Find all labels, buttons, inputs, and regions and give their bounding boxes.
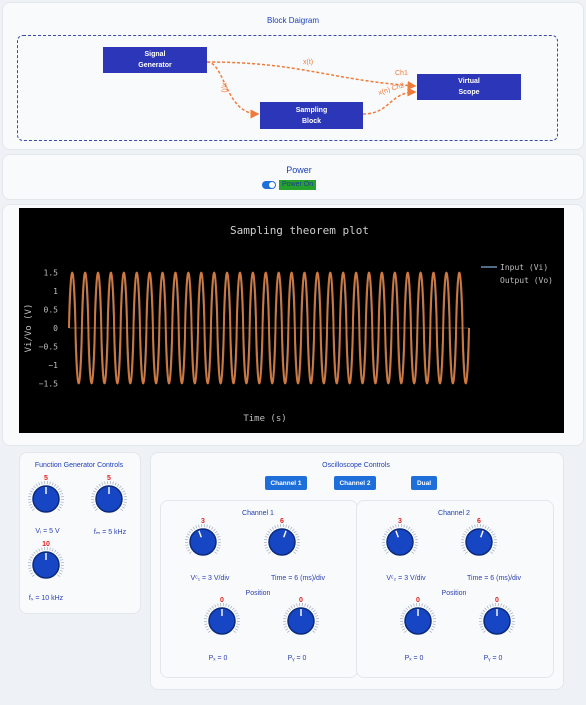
dual-button[interactable]: Dual [411,476,437,490]
edge-label-xt-vertical: x(t) [220,82,228,93]
oscilloscope-title: Oscilloscope Controls [322,462,390,469]
channel1-panel [160,500,358,678]
ch1-py-label: Pᵧ = 0 [287,655,307,662]
edge-label-xt: x(t) [303,59,314,66]
vi-label: Vᵢ = 5 V [35,528,60,535]
y-tick-label: −0.5 [39,342,58,351]
channel1-position-title: Position [245,590,271,597]
signal-generator-line1: Signal [144,51,166,58]
fm-label: fₘ = 5 kHz [93,529,127,536]
sampling-block[interactable]: Sampling Block [260,102,363,129]
ch2-volt-knob[interactable]: 3 [380,518,420,561]
ch1-px-knob-value: 0 [220,597,224,604]
virtual-scope-line1: Virtual [458,78,480,85]
channel2-title: Channel 2 [438,510,470,517]
ch2-volt-label: Vᶜ₂ = 3 V/div [386,575,426,582]
sampling-block-line2: Block [301,117,322,125]
ch2-time-label: Time = 6 (ms)/div [467,575,521,582]
ch2-px-label: Pₓ = 0 [404,655,424,662]
channel2-panel [356,500,554,678]
fs-label: fₛ = 10 kHz [28,595,64,602]
edge-generator-to-scope [206,61,417,90]
ch1-volt-label: Vᶜ₁ = 3 V/div [190,575,230,582]
power-toggle-knob [269,182,275,188]
y-tick-label: 1 [53,287,58,296]
channel1-button[interactable]: Channel 1 [265,476,307,490]
ch2-px-knob-value: 0 [416,597,420,604]
legend-entry-1: Output (Vo) [500,276,553,285]
fm-knob[interactable]: 5 [89,475,129,518]
block-diagram-connections [206,61,417,119]
channel2-position-title: Position [441,590,467,597]
ch2-px-knob[interactable]: 0 [398,597,438,640]
ch2-time-knob[interactable]: 6 [459,518,499,561]
function-generator-title: Function Generator Controls [34,462,124,469]
virtual-scope-block[interactable]: Virtual Scope [417,74,521,100]
block-diagram-title: Block Daigram [266,16,319,25]
fm-knob-value: 5 [107,475,111,482]
channel1-title: Channel 1 [242,510,274,517]
vi-knob-value: 5 [44,475,48,482]
ch2-volt-knob-value: 3 [398,518,402,525]
ch2-py-knob[interactable]: 0 [477,597,517,640]
power-title: Power [286,165,312,175]
power-toggle-label: Power On [279,180,317,190]
edge-generator-to-sampling [206,61,260,119]
ch2-py-label: Pᵧ = 0 [483,655,503,662]
plot-xlabel: Time (s) [243,414,286,424]
ch1-px-label: Pₓ = 0 [208,655,228,662]
series-output-line [68,271,470,385]
ch1-py-knob-value: 0 [299,597,303,604]
ch1-volt-knob-value: 3 [201,518,205,525]
signal-generator-block[interactable]: Signal Generator [103,47,207,73]
power-toggle[interactable] [262,181,276,189]
sampling-plot: Sampling theorem plot Time (s) Vi/Vo (V) 1.… [19,208,564,433]
plot-ylabel: Vi/Vo (V) [24,304,34,353]
ch1-time-label: Time = 6 (ms)/div [271,575,325,582]
power-panel [2,154,584,200]
ch1-time-knob-value: 6 [280,518,284,525]
ch1-volt-knob[interactable]: 3 [183,518,223,561]
ch1-py-knob[interactable]: 0 [281,597,321,640]
signal-generator-line2: Generator [138,62,172,69]
legend-entry-0: Input (Vi) [500,263,548,272]
function-generator-panel [19,452,141,614]
ch2-time-knob-value: 6 [477,518,481,525]
y-tick-label: 0 [53,324,58,333]
vi-knob[interactable]: 5 [26,475,66,518]
edge-sampling-to-scope [362,87,417,115]
y-tick-label: −1.5 [39,379,58,388]
ch1-px-knob[interactable]: 0 [202,597,242,640]
plot-title: Sampling theorem plot [230,224,369,237]
sampling-block-line1: Sampling [295,106,328,114]
block-diagram-frame [17,35,558,141]
ch2-py-knob-value: 0 [495,597,499,604]
ch1-time-knob[interactable]: 6 [262,518,302,561]
virtual-scope-line2: Scope [458,89,480,96]
edge-label-ch1: Ch1 [395,70,408,77]
fs-knob-value: 10 [42,541,50,548]
plot-background [19,208,564,433]
y-tick-label: 1.5 [44,269,59,278]
fs-knob[interactable]: 10 [26,541,66,584]
channel2-button[interactable]: Channel 2 [334,476,376,490]
y-tick-label: −1 [48,361,58,370]
y-tick-label: 0.5 [44,306,59,315]
